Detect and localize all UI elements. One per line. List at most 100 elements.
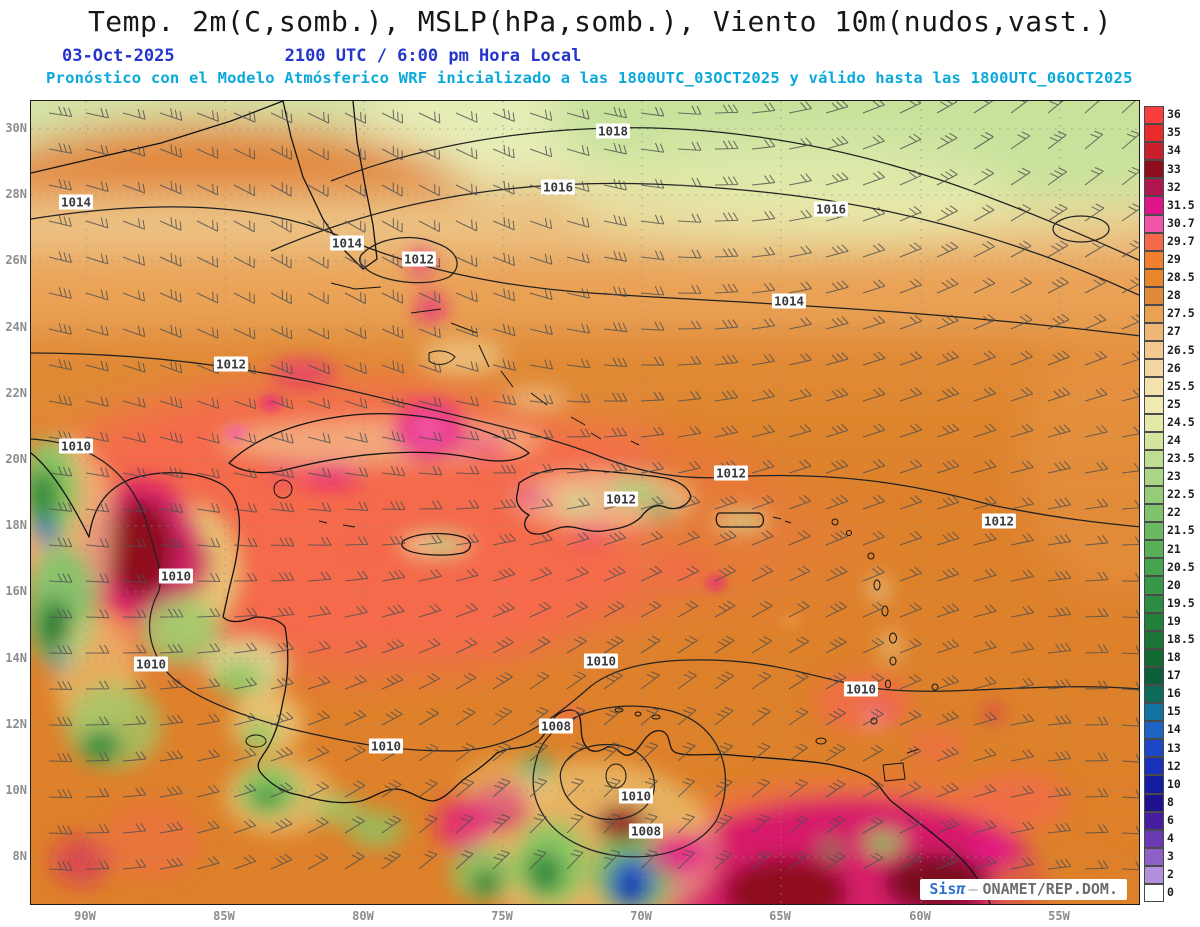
wind-barb-icon — [788, 352, 812, 366]
wind-barb-icon — [418, 361, 442, 373]
colorbar-value-label: 30.7 — [1167, 215, 1195, 230]
wind-barb-icon — [418, 850, 438, 870]
wind-barb-icon — [233, 291, 256, 304]
temperature-spots-layer — [225, 397, 801, 722]
wind-barb-icon — [677, 849, 695, 870]
wind-barb-icon — [196, 856, 220, 870]
wind-barb-icon — [122, 396, 146, 408]
wind-barb-icon — [529, 109, 553, 121]
wind-barb-icon — [85, 538, 110, 548]
colorbar-entry: 21 — [1144, 540, 1195, 559]
colorbar-entry: 31.5 — [1144, 196, 1195, 215]
wind-barb-icon — [1084, 716, 1109, 726]
wind-barb-icon — [270, 606, 295, 618]
wind-barb-icon — [751, 459, 775, 474]
wind-barb-icon — [418, 147, 441, 160]
colorbar-entry: 36 — [1144, 106, 1195, 125]
wind-barb-icon — [751, 424, 775, 438]
wind-barb-icon — [677, 425, 702, 438]
wind-barb-icon — [751, 636, 772, 654]
wind-barb-icon — [455, 602, 478, 618]
wind-barb-icon — [1084, 387, 1108, 402]
wind-barb-icon — [566, 636, 587, 654]
wind-barb-icon — [529, 566, 553, 582]
wind-barb-icon — [381, 569, 406, 582]
wind-barb-icon — [899, 638, 922, 654]
wind-barb-icon — [862, 852, 884, 870]
wind-barb-icon — [566, 813, 584, 834]
colorbar-entry: 23 — [1144, 467, 1195, 486]
wind-barb-icon — [270, 431, 294, 444]
wind-barb-icon — [85, 824, 110, 834]
wind-barb-icon — [1084, 535, 1109, 546]
wind-barb-icon — [233, 607, 258, 618]
watermark: Sisπ – ONAMET/REP.DOM. — [920, 879, 1127, 900]
wind-barb-icon — [418, 465, 443, 476]
wind-barb-icon — [418, 779, 438, 798]
wind-barb-icon — [196, 678, 221, 690]
wind-barb-icon — [973, 350, 996, 366]
wind-barb-icon — [122, 679, 147, 690]
wind-barb-icon — [677, 284, 702, 294]
colorbar-value-label: 27 — [1167, 324, 1181, 339]
wind-barb-icon — [862, 351, 886, 366]
wind-barb-icon — [1047, 130, 1067, 150]
wind-barb-icon — [640, 565, 663, 582]
wind-barb-icon — [751, 102, 776, 114]
wind-barb-icon — [196, 537, 221, 548]
wind-barb-icon — [936, 459, 960, 474]
wind-barb-icon — [936, 746, 959, 762]
wind-barb-icon — [936, 531, 960, 546]
wind-barb-icon — [1121, 388, 1139, 402]
colorbar-entry: 29.7 — [1144, 232, 1195, 251]
wind-barb-icon — [529, 601, 552, 618]
colorbar-swatch — [1144, 865, 1164, 885]
wind-barb-icon — [1047, 714, 1072, 726]
wind-barb-icon — [1121, 101, 1139, 114]
wind-barb-icon — [48, 644, 73, 655]
wind-barb-icon — [85, 467, 110, 478]
wind-barb-icon — [381, 673, 404, 690]
wind-barb-icon — [677, 320, 702, 330]
wind-barb-icon — [677, 141, 702, 151]
wind-barb-icon — [196, 748, 220, 762]
colorbar-swatch — [1144, 286, 1164, 306]
wind-barb-icon — [48, 825, 73, 835]
wind-barb-icon — [714, 742, 733, 762]
wind-barb-icon — [862, 780, 884, 798]
wind-barb-icon — [677, 742, 696, 762]
wind-barb-icon — [751, 707, 771, 726]
wind-barb-icon — [529, 532, 553, 546]
colorbar-entry: 28.5 — [1144, 268, 1195, 287]
wind-barb-icon — [307, 184, 329, 197]
lat-tick-label: 12N — [5, 717, 27, 731]
wind-barb-icon — [1121, 536, 1139, 546]
wind-barb-icon — [307, 640, 331, 654]
wind-barb-icon — [973, 604, 997, 618]
wind-barb-icon — [233, 467, 257, 479]
wind-barb-icon — [677, 495, 701, 510]
wind-barb-icon — [899, 278, 922, 294]
colorbar-swatch — [1144, 341, 1164, 360]
wind-barb-icon — [973, 101, 994, 114]
wind-barb-icon — [788, 814, 808, 834]
wind-barb-icon — [48, 394, 73, 406]
wind-barb-icon — [270, 501, 295, 513]
wind-barb-icon — [566, 566, 589, 582]
wind-barb-icon — [529, 636, 551, 654]
wind-barb-icon — [418, 603, 442, 618]
wind-barb-icon — [159, 857, 184, 870]
wind-barb-icon — [270, 325, 293, 340]
colorbar-entry: 2 — [1144, 865, 1195, 885]
wind-barb-icon — [899, 169, 922, 186]
wind-barb-icon — [714, 248, 739, 258]
wind-barb-icon — [233, 256, 255, 269]
wind-barb-icon — [307, 467, 332, 478]
wind-barb-icon — [344, 397, 368, 409]
wind-barb-icon — [48, 287, 72, 299]
colorbar-entry: 20 — [1144, 576, 1195, 595]
wind-barb-icon — [1010, 387, 1034, 402]
wind-barb-icon — [529, 706, 549, 726]
colorbar-value-label: 26 — [1167, 360, 1181, 375]
colorbar-value-label: 19.5 — [1167, 595, 1195, 610]
